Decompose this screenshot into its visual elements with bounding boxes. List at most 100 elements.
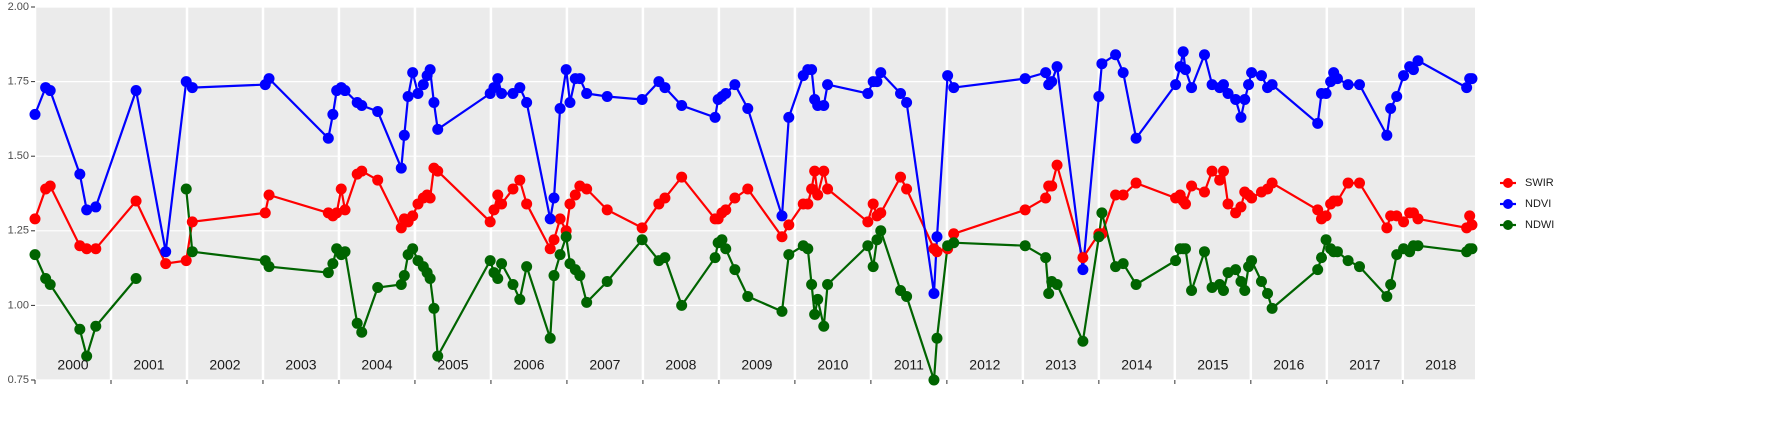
data-point	[407, 243, 419, 255]
data-point	[716, 234, 728, 246]
data-point	[263, 73, 275, 85]
data-point	[402, 91, 414, 103]
data-point	[901, 290, 913, 302]
data-point	[521, 261, 533, 273]
data-point	[398, 129, 410, 141]
data-point	[1179, 64, 1191, 76]
data-point	[931, 246, 943, 258]
x-tick-label: 2009	[741, 357, 772, 373]
data-point	[948, 228, 960, 240]
data-point	[862, 240, 874, 252]
data-point	[484, 216, 496, 228]
x-tick-label: 2000	[57, 357, 88, 373]
data-point	[1040, 252, 1052, 264]
data-point	[548, 270, 560, 282]
data-point	[1179, 243, 1191, 255]
data-point	[29, 213, 41, 225]
data-point	[554, 213, 566, 225]
data-point	[822, 279, 834, 291]
data-point	[507, 279, 519, 291]
data-point	[372, 174, 384, 186]
data-point	[322, 132, 334, 144]
data-point	[1412, 213, 1424, 225]
data-point	[818, 165, 830, 177]
data-point	[809, 165, 821, 177]
data-point	[186, 82, 198, 94]
data-point	[862, 88, 874, 100]
data-point	[1130, 177, 1142, 189]
data-point	[1398, 216, 1410, 228]
data-point	[601, 276, 613, 288]
data-point	[327, 258, 339, 270]
data-point	[398, 270, 410, 282]
data-point	[895, 88, 907, 100]
data-point	[812, 293, 824, 305]
data-point	[407, 67, 419, 79]
data-point	[160, 258, 172, 270]
data-point	[1214, 174, 1226, 186]
data-point	[1391, 91, 1403, 103]
data-point	[1117, 189, 1129, 201]
data-point	[554, 249, 566, 261]
data-point	[1331, 246, 1343, 258]
data-point	[44, 180, 56, 192]
y-tick-label: 1.50	[8, 150, 29, 162]
data-point	[180, 183, 192, 195]
data-point	[564, 198, 576, 210]
data-point	[1077, 335, 1089, 347]
data-point	[1312, 204, 1324, 216]
data-point	[867, 261, 879, 273]
data-point	[492, 189, 504, 201]
legend-label: SWIR	[1525, 177, 1554, 189]
data-point	[395, 162, 407, 174]
x-tick-label: 2002	[209, 357, 240, 373]
data-point	[676, 99, 688, 111]
data-point	[776, 305, 788, 317]
data-point	[742, 290, 754, 302]
y-tick-label: 1.75	[8, 76, 29, 88]
data-point	[574, 270, 586, 282]
data-point	[581, 88, 593, 100]
x-tick-label: 2016	[1273, 357, 1304, 373]
data-point	[1046, 180, 1058, 192]
data-point	[636, 222, 648, 234]
data-point	[1040, 67, 1052, 79]
data-point	[521, 198, 533, 210]
data-point	[1312, 264, 1324, 276]
data-point	[948, 237, 960, 249]
data-point	[862, 216, 874, 228]
data-point	[812, 189, 824, 201]
data-point	[1385, 279, 1397, 291]
data-point	[720, 243, 732, 255]
data-point	[90, 320, 102, 332]
data-point	[1177, 46, 1189, 58]
data-point	[488, 82, 500, 94]
data-point	[783, 219, 795, 231]
x-tick-label: 2003	[285, 357, 316, 373]
data-point	[729, 192, 741, 204]
data-point	[895, 171, 907, 183]
data-point	[569, 189, 581, 201]
data-point	[742, 183, 754, 195]
data-point	[484, 255, 496, 267]
data-point	[1381, 129, 1393, 141]
data-point	[1217, 165, 1229, 177]
data-point	[356, 326, 368, 338]
data-point	[560, 64, 572, 76]
legend-swatch	[1503, 178, 1513, 188]
data-point	[548, 234, 560, 246]
data-point	[1170, 79, 1182, 91]
data-point	[1051, 159, 1063, 171]
data-point	[259, 207, 271, 219]
data-point	[186, 246, 198, 258]
x-tick-label: 2010	[817, 357, 848, 373]
x-tick-label: 2001	[133, 357, 164, 373]
data-point	[1266, 177, 1278, 189]
data-point	[659, 192, 671, 204]
data-point	[1077, 252, 1089, 264]
data-point	[492, 273, 504, 285]
data-point	[601, 204, 613, 216]
data-point	[1331, 73, 1343, 85]
data-point	[432, 165, 444, 177]
data-point	[867, 198, 879, 210]
